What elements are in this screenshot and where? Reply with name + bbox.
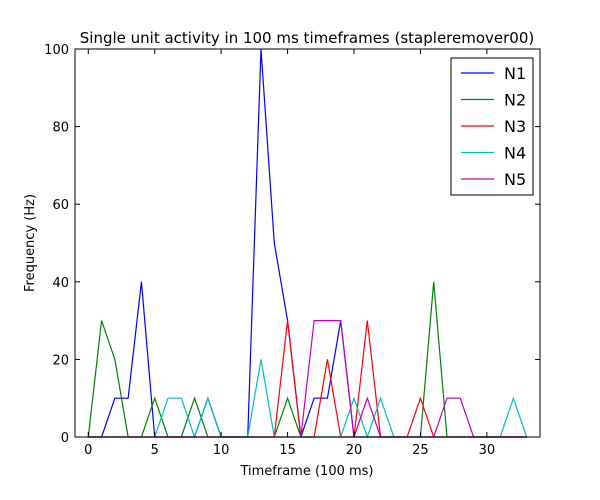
x-tick-label: 20 — [346, 443, 363, 458]
y-tick-label: 80 — [52, 121, 69, 136]
y-tick-label: 0 — [61, 431, 69, 446]
plot-frame — [74, 48, 541, 438]
x-tick-label: 0 — [84, 443, 92, 458]
x-tick-label: 5 — [151, 443, 159, 458]
x-axis-label: Timeframe (100 ms) — [239, 464, 373, 479]
y-tick-label: 60 — [52, 198, 69, 213]
legend: N1 N2 N3 N4 N5 — [450, 57, 534, 196]
y-tick-label: 100 — [44, 43, 69, 58]
legend-label-n5: N5 — [504, 170, 526, 189]
y-tick-label: 20 — [52, 353, 69, 368]
x-axis: 0 5 10 15 20 25 30 — [84, 49, 495, 458]
x-tick-label: 25 — [412, 443, 429, 458]
y-axis: 0 20 40 60 80 100 — [44, 43, 540, 446]
x-tick-label: 30 — [479, 443, 496, 458]
legend-label-n2: N2 — [504, 91, 526, 110]
y-tick-label: 40 — [52, 276, 69, 291]
x-tick-label: 10 — [213, 443, 230, 458]
x-tick-label: 15 — [279, 443, 296, 458]
legend-label-n3: N3 — [504, 117, 526, 136]
chart-title: Single unit activity in 100 ms timeframe… — [80, 29, 534, 47]
legend-label-n1: N1 — [504, 64, 526, 83]
y-axis-label: Frequency (Hz) — [23, 194, 38, 292]
legend-label-n4: N4 — [504, 144, 526, 163]
